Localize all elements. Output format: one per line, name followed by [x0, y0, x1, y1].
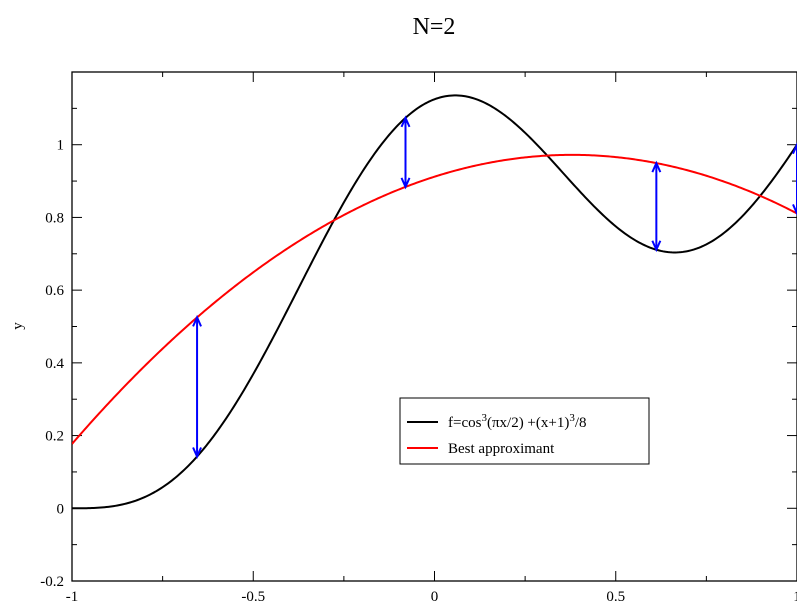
error-arrow-head-up — [400, 115, 411, 128]
x-tick-label: 0 — [431, 589, 439, 605]
x-tick-label: -1 — [66, 589, 79, 605]
series-line-approximant — [72, 153, 797, 445]
error-arrow — [651, 160, 662, 253]
y-tick-label: 1 — [57, 138, 65, 154]
y-tick-label: -0.2 — [40, 574, 64, 590]
error-arrow-head-down — [192, 447, 202, 459]
legend-label: f=cos3(πx/2) +(x+1)3/8 — [448, 412, 587, 431]
error-arrow-head-up — [651, 160, 662, 173]
y-tick-label: 0 — [57, 501, 65, 517]
x-tick-label: 1 — [793, 589, 797, 605]
y-axis-label: y — [10, 322, 26, 330]
error-arrow — [400, 115, 411, 190]
legend-label: Best approximant — [448, 441, 555, 457]
y-tick-label: 0.4 — [45, 356, 64, 372]
error-arrow-head-up — [192, 314, 202, 327]
error-arrow — [192, 314, 202, 459]
error-arrow-head-down — [792, 204, 797, 216]
error-arrow-head-up — [792, 142, 797, 155]
error-arrow-head-down — [400, 177, 411, 190]
error-arrow-head-down — [651, 240, 662, 253]
x-tick-label: 0.5 — [606, 589, 625, 605]
plot-frame — [71, 71, 797, 582]
legend-box — [399, 397, 650, 465]
error-arrow — [792, 142, 797, 216]
series-line-function — [72, 94, 797, 510]
y-tick-label: 0.2 — [45, 429, 64, 445]
y-tick-label: 0.6 — [45, 283, 64, 299]
x-tick-label: -0.5 — [241, 589, 265, 605]
y-tick-label: 0.8 — [45, 210, 64, 226]
legend: f=cos3(πx/2) +(x+1)3/8 Best approximant — [399, 397, 650, 465]
chart-title: N=2 — [413, 14, 456, 40]
